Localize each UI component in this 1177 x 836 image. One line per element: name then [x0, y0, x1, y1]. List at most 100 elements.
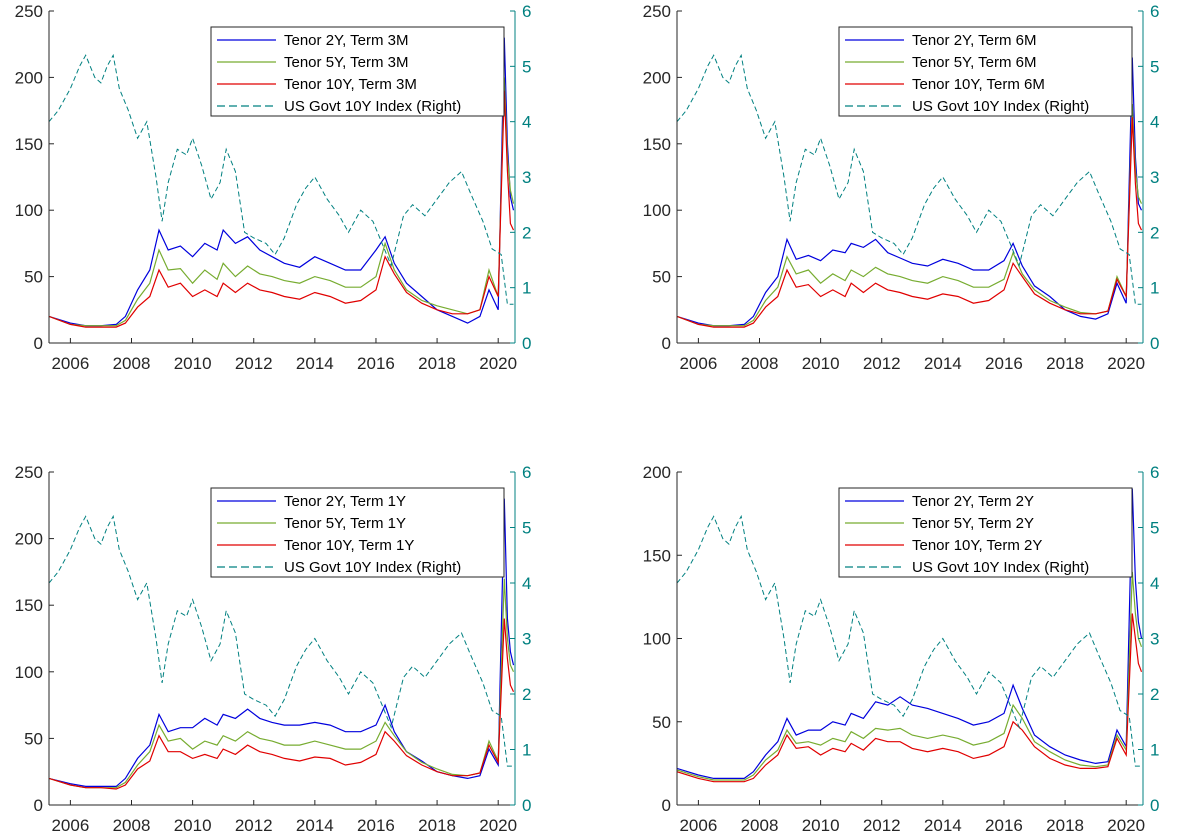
x-tick-label: 2016: [985, 354, 1023, 373]
x-tick-label: 2006: [51, 354, 89, 373]
series-line-govt-index: [49, 514, 514, 767]
legend-label-govt-index: US Govt 10Y Index (Right): [284, 559, 461, 576]
y-tick-label-right: 1: [1150, 741, 1159, 760]
chart-panel-bottom-right: 2006 2008 2010 2012 2014 2016 2018 202005010015…: [643, 463, 1160, 835]
x-tick-label: 2014: [296, 816, 334, 835]
legend: Tenor 2Y, Term 3M Tenor 5Y, Term 3M Tenor …: [210, 26, 505, 117]
legend-label-govt-index: US Govt 10Y Index (Right): [284, 98, 461, 115]
y-tick-label-right: 2: [1150, 685, 1159, 704]
legend-label-tenor-5y: Tenor 5Y, Term 1Y: [284, 515, 406, 532]
x-tick-label: 2018: [1046, 354, 1084, 373]
y-tick-label-left: 0: [34, 334, 43, 353]
legend-label-tenor-10y: Tenor 10Y, Term 6M: [912, 76, 1045, 93]
legend-label-tenor-2y: Tenor 2Y, Term 6M: [912, 32, 1037, 49]
legend-label-tenor-10y: Tenor 10Y, Term 1Y: [284, 537, 414, 554]
legend-box: [838, 26, 1133, 117]
x-tick-label: 2012: [863, 354, 901, 373]
y-tick-label-right: 6: [1150, 2, 1159, 21]
y-tick-label-right: 1: [1150, 279, 1159, 298]
y-tick-label-left: 0: [34, 796, 43, 815]
x-tick-label: 2012: [235, 816, 273, 835]
x-tick-label: 2010: [802, 816, 840, 835]
x-tick-label: 2012: [235, 354, 273, 373]
legend-label-tenor-2y: Tenor 2Y, Term 1Y: [284, 493, 406, 510]
y-tick-label-left: 0: [662, 796, 671, 815]
x-tick-label: 2010: [802, 354, 840, 373]
chart-panel-bottom-left: 2006 2008 2010 2012 2014 2016 2018 202005010015…: [15, 463, 532, 835]
y-tick-label-left: 100: [15, 663, 43, 682]
y-tick-label-left: 250: [15, 463, 43, 482]
y-tick-label-left: 250: [643, 2, 671, 21]
y-tick-label-right: 4: [1150, 574, 1159, 593]
y-tick-label-left: 100: [643, 201, 671, 220]
series-line-govt-index: [49, 53, 514, 305]
series-line-tenor-2y: [677, 57, 1143, 327]
y-tick-label-left: 150: [15, 135, 43, 154]
x-tick-label: 2010: [174, 816, 212, 835]
y-tick-label-right: 2: [1150, 223, 1159, 242]
y-tick-label-left: 200: [15, 68, 43, 87]
y-tick-label-right: 2: [522, 685, 531, 704]
y-tick-label-right: 6: [1150, 463, 1159, 482]
series-line-tenor-10y: [677, 117, 1143, 328]
y-tick-label-right: 0: [522, 334, 531, 353]
y-tick-label-right: 0: [1150, 334, 1159, 353]
y-tick-label-left: 200: [643, 463, 671, 482]
x-tick-label: 2006: [51, 816, 89, 835]
legend-label-tenor-2y: Tenor 2Y, Term 2Y: [912, 493, 1034, 510]
y-tick-label-right: 3: [1150, 630, 1159, 649]
y-tick-label-left: 0: [662, 334, 671, 353]
y-tick-label-right: 4: [522, 574, 531, 593]
y-tick-label-left: 50: [652, 268, 671, 287]
x-tick-label: 2014: [924, 354, 962, 373]
legend: Tenor 2Y, Term 6M Tenor 5Y, Term 6M Tenor …: [838, 26, 1133, 117]
y-tick-label-right: 5: [1150, 57, 1159, 76]
y-tick-label-right: 0: [522, 796, 531, 815]
x-tick-label: 2014: [296, 354, 334, 373]
x-tick-label: 2008: [113, 354, 151, 373]
x-tick-label: 2008: [113, 816, 151, 835]
x-tick-label: 2006: [679, 816, 717, 835]
legend: Tenor 2Y, Term 1Y Tenor 5Y, Term 1Y Tenor …: [210, 487, 505, 578]
x-tick-label: 2018: [418, 354, 456, 373]
y-tick-label-left: 50: [24, 268, 43, 287]
x-tick-label: 2020: [1107, 816, 1145, 835]
legend-label-tenor-5y: Tenor 5Y, Term 3M: [284, 54, 409, 71]
x-tick-label: 2020: [479, 816, 517, 835]
series-line-govt-index: [677, 53, 1142, 305]
legend-label-tenor-10y: Tenor 10Y, Term 2Y: [912, 537, 1042, 554]
y-tick-label-left: 150: [643, 546, 671, 565]
y-tick-label-left: 100: [15, 201, 43, 220]
series-line-tenor-2y: [677, 488, 1143, 780]
y-tick-label-left: 150: [15, 596, 43, 615]
y-tick-label-right: 5: [522, 57, 531, 76]
x-tick-label: 2010: [174, 354, 212, 373]
y-tick-label-right: 1: [522, 279, 531, 298]
x-tick-label: 2016: [985, 816, 1023, 835]
y-tick-label-left: 250: [15, 2, 43, 21]
x-tick-label: 2020: [1107, 354, 1145, 373]
series-line-tenor-10y: [49, 90, 515, 328]
y-tick-label-left: 200: [643, 68, 671, 87]
y-tick-label-right: 6: [522, 2, 531, 21]
legend: Tenor 2Y, Term 2Y Tenor 5Y, Term 2Y Tenor …: [838, 487, 1133, 578]
series-line-tenor-10y: [677, 613, 1143, 783]
y-tick-label-right: 4: [1150, 113, 1159, 132]
x-tick-label: 2006: [679, 354, 717, 373]
series-line-govt-index: [677, 514, 1142, 767]
legend-label-govt-index: US Govt 10Y Index (Right): [912, 559, 1089, 576]
legend-box: [210, 26, 505, 117]
legend-label-tenor-10y: Tenor 10Y, Term 3M: [284, 76, 417, 93]
legend-label-tenor-5y: Tenor 5Y, Term 6M: [912, 54, 1037, 71]
x-tick-label: 2016: [357, 354, 395, 373]
y-tick-label-right: 4: [522, 113, 531, 132]
series-line-tenor-5y: [49, 578, 515, 789]
series-line-tenor-2y: [49, 498, 515, 788]
y-tick-label-right: 1: [522, 741, 531, 760]
series-line-tenor-2y: [49, 37, 515, 327]
y-tick-label-right: 5: [1150, 519, 1159, 538]
x-tick-label: 2018: [418, 816, 456, 835]
x-tick-label: 2012: [863, 816, 901, 835]
x-tick-label: 2008: [741, 354, 779, 373]
